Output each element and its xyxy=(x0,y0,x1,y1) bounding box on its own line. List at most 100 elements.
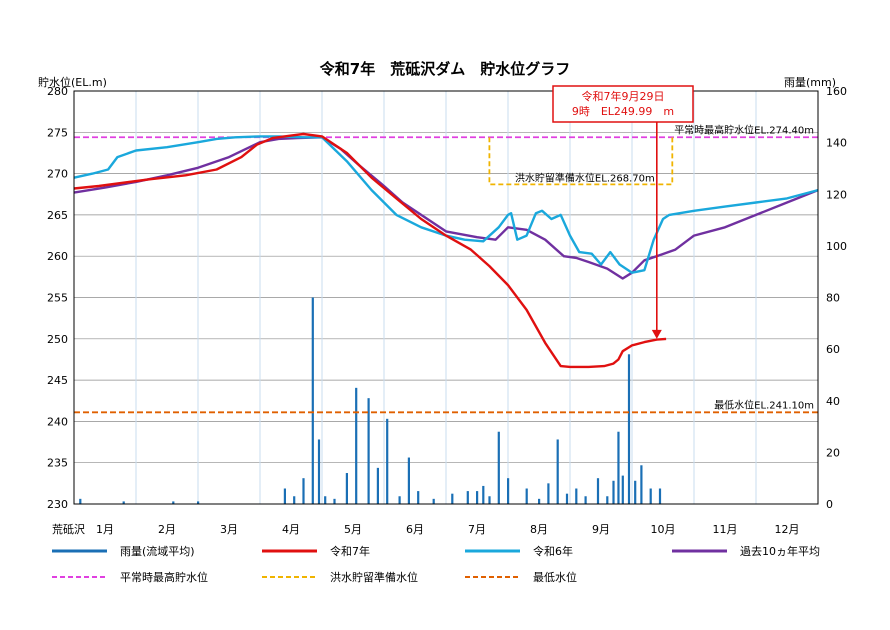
x-axis-name: 荒砥沢 xyxy=(52,522,85,536)
rainfall-bar xyxy=(658,488,662,504)
x-tick-label: 4月 xyxy=(282,523,300,536)
y-axis-label-right: 雨量(mm) xyxy=(784,76,836,89)
rainfall-bar xyxy=(640,465,643,504)
rainfall-bar xyxy=(476,491,479,504)
rainfall-bar xyxy=(606,496,609,504)
legend-label: 雨量(流域平均) xyxy=(120,544,195,558)
rainfall-bar xyxy=(584,496,587,504)
rainfall-bar xyxy=(293,496,296,504)
rainfall-bar xyxy=(311,297,314,504)
rainfall-bar xyxy=(525,488,528,504)
y-left-tick-label: 250 xyxy=(47,333,68,346)
rainfall-bar xyxy=(538,498,541,504)
callout-arrow-head xyxy=(651,329,662,339)
rainfall-bar xyxy=(565,493,569,504)
rainfall-bar xyxy=(488,496,491,504)
ref-label-2: 最低水位EL.241.10m xyxy=(714,398,814,411)
callout-date: 令和7年9月29日 xyxy=(582,89,665,103)
series-line-2 xyxy=(73,136,819,280)
y-left-tick-label: 245 xyxy=(47,374,68,387)
x-tick-label: 10月 xyxy=(651,523,676,536)
y-right-tick-label: 60 xyxy=(826,343,840,356)
y-right-tick-label: 120 xyxy=(826,188,847,201)
rainfall-bar xyxy=(122,501,125,504)
rainfall-bar xyxy=(333,498,336,504)
legend-label: 過去10ヵ年平均 xyxy=(740,544,820,558)
series-line-1 xyxy=(73,135,819,274)
y-axis-label-left: 貯水位(EL.m) xyxy=(38,75,107,89)
rainfall-bar xyxy=(355,387,358,504)
legend-label: 令和7年 xyxy=(330,544,370,558)
y-left-tick-label: 270 xyxy=(47,168,68,181)
rainfall-bar xyxy=(612,480,615,504)
x-tick-label: 11月 xyxy=(713,523,738,536)
series-line-0 xyxy=(73,132,667,369)
water-level-series xyxy=(73,122,819,369)
rainfall-bar xyxy=(451,493,454,504)
y-right-tick-label: 140 xyxy=(826,137,847,150)
y-left-tick-label: 240 xyxy=(47,415,68,428)
ref-line-flood-prep xyxy=(488,137,674,186)
callout-level: 9時 EL249.99 m xyxy=(572,105,674,118)
chart-title: 令和7年 荒砥沢ダム 貯水位グラフ xyxy=(320,60,570,78)
legend-label: 洪水貯留準備水位 xyxy=(330,570,418,584)
date-callout: 令和7年9月29日 9時 EL249.99 m xyxy=(552,85,694,123)
rainfall-bar xyxy=(466,491,469,504)
y-left-tick-label: 275 xyxy=(47,126,68,139)
y-left-tick-label: 280 xyxy=(47,85,68,98)
rainfall-bar xyxy=(575,488,578,504)
plot-frame xyxy=(73,90,819,505)
tick-labels: 230 235 240 245 250 255 260 265 270 275 280 0 20 40 60… xyxy=(47,85,847,536)
rainfall-bar xyxy=(432,498,435,504)
rainfall-bar xyxy=(317,439,321,504)
rainfall-bar xyxy=(376,467,379,504)
x-tick-label: 9月 xyxy=(592,523,610,536)
rainfall-bar xyxy=(407,457,410,504)
legend-label: 令和6年 xyxy=(533,544,573,558)
legend-label: 平常時最高貯水位 xyxy=(120,570,208,584)
y-right-tick-label: 40 xyxy=(826,395,840,408)
rainfall-bar xyxy=(345,473,348,504)
rainfall-bar xyxy=(627,354,631,504)
y-left-tick-label: 265 xyxy=(47,209,68,222)
y-left-tick-label: 230 xyxy=(47,498,68,511)
rainfall-bar xyxy=(556,439,559,504)
rainfall-bar xyxy=(621,475,624,504)
rainfall-bar xyxy=(283,488,286,504)
y-right-tick-label: 0 xyxy=(826,498,833,511)
rainfall-bar xyxy=(386,418,389,504)
rainfall-bar xyxy=(482,485,485,504)
rainfall-bar xyxy=(302,478,305,504)
rainfall-bar xyxy=(596,478,600,504)
rainfall-bar xyxy=(172,501,175,504)
rainfall-bar xyxy=(417,491,420,504)
y-left-tick-label: 260 xyxy=(47,250,68,263)
y-right-tick-label: 80 xyxy=(826,292,840,305)
rainfall-bar xyxy=(79,498,82,504)
rainfall-bar xyxy=(324,496,327,504)
rainfall-bar xyxy=(367,398,370,504)
rainfall-bar xyxy=(617,431,620,504)
x-tick-label: 3月 xyxy=(220,523,238,536)
x-tick-label: 7月 xyxy=(468,523,486,536)
reference-lines: 平常時最高貯水位EL.274.40m 洪水貯留準備水位EL.268.70m 最低水位… xyxy=(74,123,818,414)
rainfall-bar xyxy=(398,496,401,504)
x-tick-label: 2月 xyxy=(158,523,176,536)
y-right-tick-label: 160 xyxy=(826,85,847,98)
rainfall-bar xyxy=(497,431,500,504)
ref-label-0: 平常時最高貯水位EL.274.40m xyxy=(674,123,814,136)
ref-label-flood-prep: 洪水貯留準備水位EL.268.70m xyxy=(515,171,655,184)
rainfall-bar xyxy=(649,488,652,504)
rainfall-bar xyxy=(197,501,200,504)
rainfall-bar xyxy=(547,483,550,504)
rainfall-bar xyxy=(507,478,510,504)
x-tick-label: 6月 xyxy=(406,523,424,536)
y-right-tick-label: 20 xyxy=(826,446,840,459)
y-left-tick-label: 235 xyxy=(47,457,68,470)
legend-label: 最低水位 xyxy=(533,570,577,584)
rainfall-bar xyxy=(634,480,637,504)
axes xyxy=(73,90,819,505)
x-tick-label: 12月 xyxy=(775,523,800,536)
